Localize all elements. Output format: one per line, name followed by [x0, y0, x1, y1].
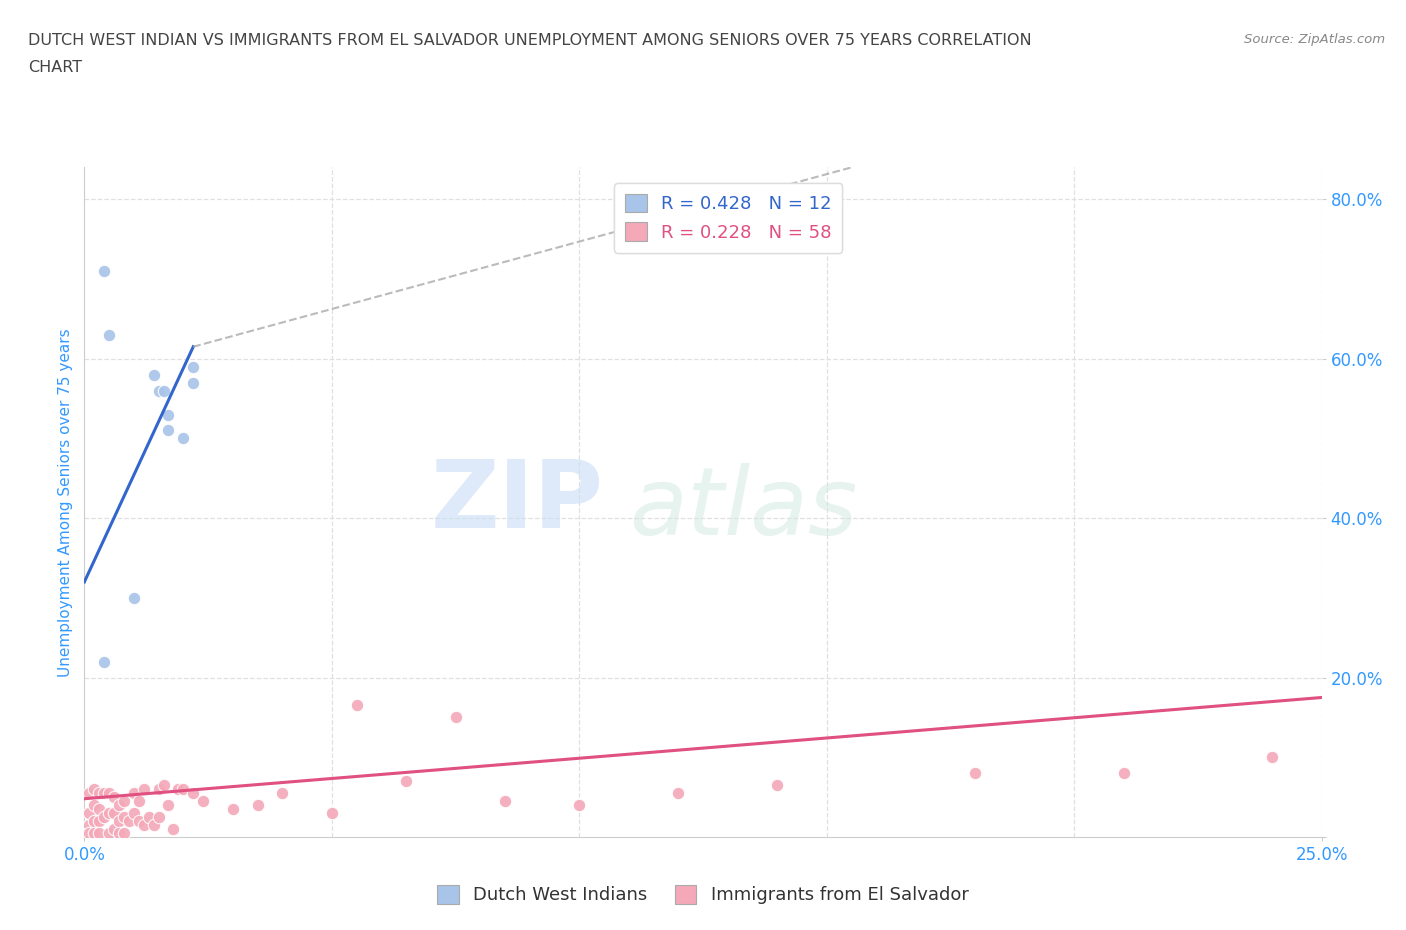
- Point: [79, 826, 101, 841]
- Point: [1112, 765, 1135, 780]
- Point: [98, 327, 121, 342]
- Point: [103, 805, 125, 820]
- Point: [172, 782, 194, 797]
- Point: [93, 810, 115, 825]
- Point: [157, 407, 180, 422]
- Point: [148, 782, 170, 797]
- Point: [112, 793, 135, 808]
- Point: [181, 359, 204, 374]
- Point: [222, 802, 245, 817]
- Point: [132, 817, 155, 832]
- Point: [271, 786, 294, 801]
- Point: [132, 782, 155, 797]
- Point: [108, 826, 131, 841]
- Point: [128, 814, 150, 829]
- Point: [93, 654, 115, 669]
- Point: [148, 810, 170, 825]
- Point: [93, 263, 115, 278]
- Legend: R = 0.428   N = 12, R = 0.228   N = 58: R = 0.428 N = 12, R = 0.228 N = 58: [614, 183, 842, 253]
- Point: [89, 802, 111, 817]
- Point: [494, 793, 516, 808]
- Point: [89, 814, 111, 829]
- Point: [1261, 750, 1284, 764]
- Point: [172, 431, 194, 445]
- Point: [98, 826, 121, 841]
- Legend: Dutch West Indians, Immigrants from El Salvador: Dutch West Indians, Immigrants from El S…: [430, 878, 976, 911]
- Point: [152, 777, 174, 792]
- Point: [98, 805, 121, 820]
- Point: [666, 786, 689, 801]
- Point: [118, 814, 141, 829]
- Point: [965, 765, 987, 780]
- Point: [108, 814, 131, 829]
- Point: [79, 805, 101, 820]
- Point: [103, 790, 125, 804]
- Y-axis label: Unemployment Among Seniors over 75 years: Unemployment Among Seniors over 75 years: [58, 328, 73, 676]
- Point: [108, 798, 131, 813]
- Point: [83, 782, 105, 797]
- Point: [89, 786, 111, 801]
- Point: [112, 810, 135, 825]
- Point: [122, 805, 145, 820]
- Point: [122, 591, 145, 605]
- Text: atlas: atlas: [628, 463, 858, 554]
- Text: CHART: CHART: [28, 60, 82, 75]
- Point: [321, 805, 343, 820]
- Point: [148, 383, 170, 398]
- Point: [122, 786, 145, 801]
- Point: [246, 798, 269, 813]
- Point: [79, 817, 101, 832]
- Point: [346, 698, 368, 713]
- Point: [181, 375, 204, 390]
- Point: [93, 786, 115, 801]
- Point: [157, 798, 180, 813]
- Point: [89, 826, 111, 841]
- Point: [395, 774, 418, 789]
- Point: [444, 710, 467, 724]
- Point: [112, 826, 135, 841]
- Point: [83, 798, 105, 813]
- Point: [162, 821, 184, 836]
- Point: [138, 810, 160, 825]
- Point: [142, 817, 165, 832]
- Text: Source: ZipAtlas.com: Source: ZipAtlas.com: [1244, 33, 1385, 46]
- Point: [83, 826, 105, 841]
- Text: ZIP: ZIP: [432, 457, 605, 548]
- Point: [766, 777, 789, 792]
- Point: [568, 798, 591, 813]
- Point: [142, 367, 165, 382]
- Point: [167, 782, 190, 797]
- Point: [157, 423, 180, 438]
- Point: [98, 786, 121, 801]
- Point: [128, 793, 150, 808]
- Point: [79, 786, 101, 801]
- Point: [181, 786, 204, 801]
- Text: DUTCH WEST INDIAN VS IMMIGRANTS FROM EL SALVADOR UNEMPLOYMENT AMONG SENIORS OVER: DUTCH WEST INDIAN VS IMMIGRANTS FROM EL …: [28, 33, 1032, 47]
- Point: [152, 383, 174, 398]
- Point: [103, 821, 125, 836]
- Point: [83, 814, 105, 829]
- Point: [191, 793, 214, 808]
